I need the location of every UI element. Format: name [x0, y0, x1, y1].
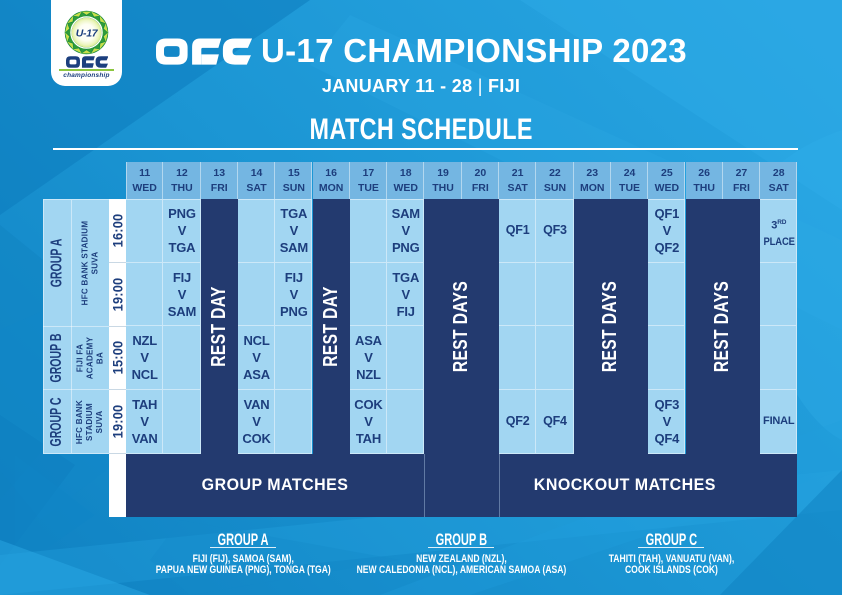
svg-text:U-17: U-17 — [76, 27, 99, 39]
